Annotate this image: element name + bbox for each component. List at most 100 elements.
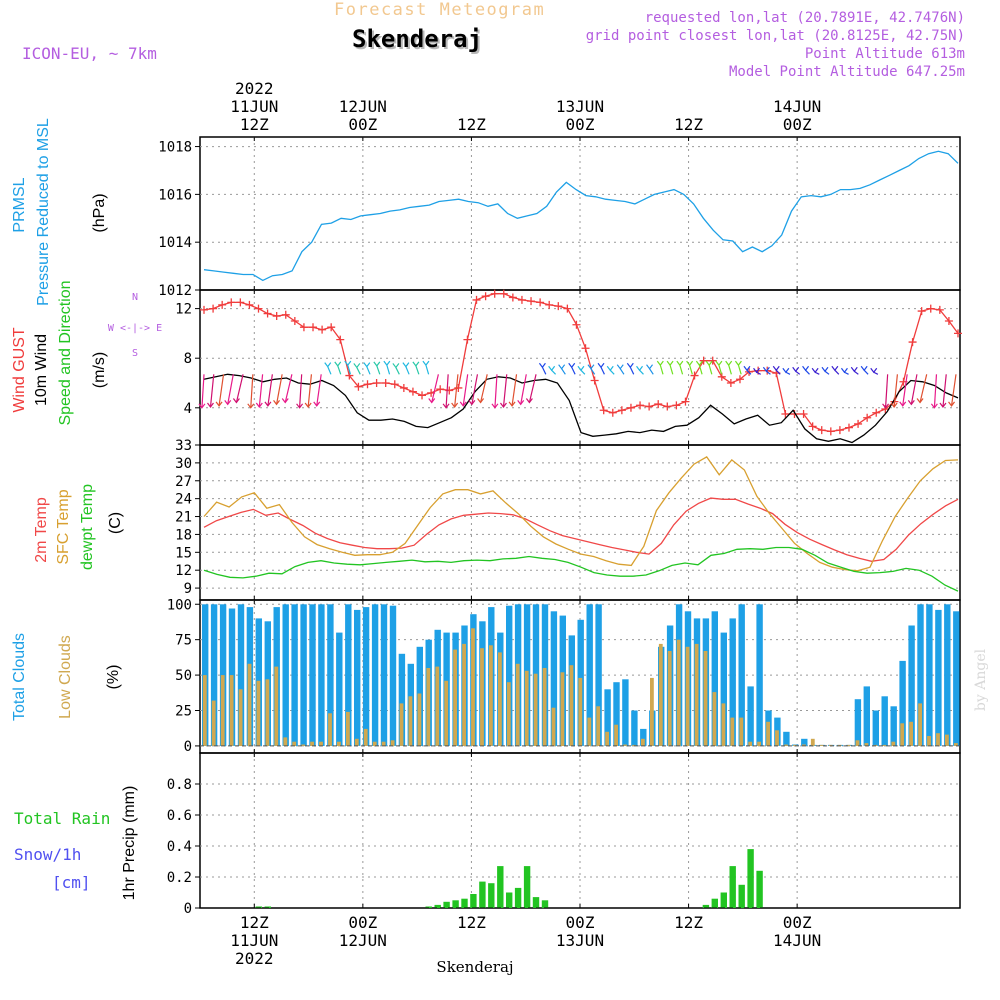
pressure-label-long: Pressure Reduced to MSL	[35, 118, 52, 306]
wind-direction-arrow	[737, 364, 742, 375]
wind-direction-arrowhead	[695, 360, 703, 367]
clouds-bar	[274, 666, 279, 746]
clouds-bar	[319, 741, 323, 746]
wind-direction-arrow	[415, 365, 420, 375]
temperature-ytick-label: 30	[175, 456, 192, 472]
wind-direction-arrowhead	[459, 401, 467, 407]
gust-marker	[463, 335, 472, 344]
location-title: Skenderaj	[352, 25, 483, 53]
clouds-bar	[327, 604, 334, 746]
wind-direction-arrowhead	[782, 367, 790, 374]
pressure-ytick-label: 1016	[158, 187, 192, 203]
gust-marker	[399, 383, 408, 392]
clouds-bar	[354, 738, 359, 746]
gust-marker	[863, 413, 872, 422]
wind-direction-arrowhead	[890, 402, 898, 409]
top-time-label: 12JUN	[339, 97, 387, 116]
wind-direction-arrowhead	[422, 360, 430, 367]
precip-bar	[255, 906, 262, 908]
wind-direction-arrow	[431, 374, 439, 403]
wind-direction-arrow	[316, 374, 322, 406]
wind-frame	[199, 289, 961, 446]
precip-bar	[514, 887, 522, 908]
wind-direction-arrow	[785, 371, 791, 375]
clouds-bar	[748, 741, 753, 746]
clouds-bar	[390, 740, 395, 746]
clouds-bar	[757, 741, 761, 746]
compass-north: N	[132, 292, 138, 303]
gust-marker	[554, 302, 563, 311]
wind-direction-arrow	[698, 364, 703, 375]
clouds-bar	[632, 744, 636, 746]
gust-marker	[663, 402, 672, 411]
clouds-bar	[784, 744, 788, 746]
wind-direction-arrowhead	[247, 403, 255, 409]
wind-direction-arrow	[528, 374, 537, 403]
gust-marker	[281, 310, 290, 319]
clouds-bar	[301, 744, 305, 746]
precip-bar	[264, 906, 271, 908]
top-time-label: 14JUN	[773, 97, 821, 116]
wind-direction-arrow	[708, 364, 713, 375]
wind-direction-arrow	[766, 370, 771, 375]
top-time-label: 12Z	[674, 115, 703, 134]
clouds-bar	[380, 604, 388, 746]
snow-label: Snow/1h	[14, 845, 81, 864]
wind-direction-arrowhead	[255, 402, 263, 409]
wind-10m-label: 10m Wind	[33, 334, 50, 406]
clouds-bar	[506, 682, 511, 746]
clouds-bar	[560, 672, 565, 746]
wind-direction-arrowhead	[264, 401, 272, 407]
precip-bar	[702, 904, 710, 908]
wind-direction-arrowhead	[198, 403, 206, 409]
clouds-bar	[945, 734, 949, 746]
wind-direction-arrowhead	[792, 366, 800, 373]
gust-marker	[254, 304, 263, 313]
clouds-bar	[766, 721, 770, 746]
bottom-time-label: 12Z	[457, 913, 486, 932]
clouds-bar	[283, 737, 288, 746]
wind-direction-arrow	[337, 365, 342, 375]
wind-direction-arrow	[805, 369, 810, 375]
clouds-bar	[918, 703, 922, 746]
gust-marker	[917, 307, 926, 316]
clouds-ytick-label: 50	[175, 668, 192, 684]
temperature-ytick-label: 15	[175, 545, 192, 561]
wind-direction-label: Speed and Direction	[57, 281, 74, 426]
wind-direction-arrow	[834, 369, 840, 375]
wind-direction-arrow	[933, 374, 938, 408]
wind-direction-arrow	[910, 374, 918, 405]
clouds-ytick-label: 25	[175, 704, 192, 720]
product-title: Forecast Meteogram	[334, 0, 546, 20]
gust-marker	[799, 410, 808, 418]
wind-direction-arrowhead	[840, 367, 848, 374]
wind-direction-arrow	[893, 374, 898, 408]
credit-watermark: by Angel	[973, 648, 989, 711]
clouds-bar	[211, 700, 216, 746]
snow-unit-label: [cm]	[52, 873, 91, 892]
wind-direction-arrowhead	[383, 360, 391, 367]
bottom-time-label: 12JUN	[339, 931, 387, 950]
wind-direction-arrowhead	[577, 365, 585, 372]
pressure-label-short: PRMSL	[11, 177, 28, 232]
bottom-time-label: 12Z	[674, 913, 703, 932]
precip-bar	[729, 866, 736, 908]
temperature-series-line	[203, 546, 959, 592]
wind-direction-arrow	[201, 374, 205, 408]
top-time-label: 00Z	[348, 115, 377, 134]
temperature-ytick-label: 21	[175, 510, 192, 526]
clouds-bar	[328, 713, 332, 746]
model-altitude: Model Point Altitude 647.25m	[728, 64, 965, 80]
temp-2m-label: 2m Temp	[33, 497, 50, 563]
wind-direction-arrowhead	[428, 398, 436, 404]
clouds-bar	[237, 604, 245, 746]
clouds-bar	[738, 604, 745, 746]
clouds-bar	[345, 604, 352, 746]
wind-direction-arrow	[250, 374, 254, 408]
clouds-bar	[318, 604, 325, 746]
wind-direction-arrow	[580, 369, 586, 375]
wind-gust-label: Wind GUST	[11, 327, 28, 413]
clouds-bar	[882, 744, 887, 746]
clouds-bar	[595, 604, 602, 746]
wind-direction-arrow	[639, 369, 644, 375]
